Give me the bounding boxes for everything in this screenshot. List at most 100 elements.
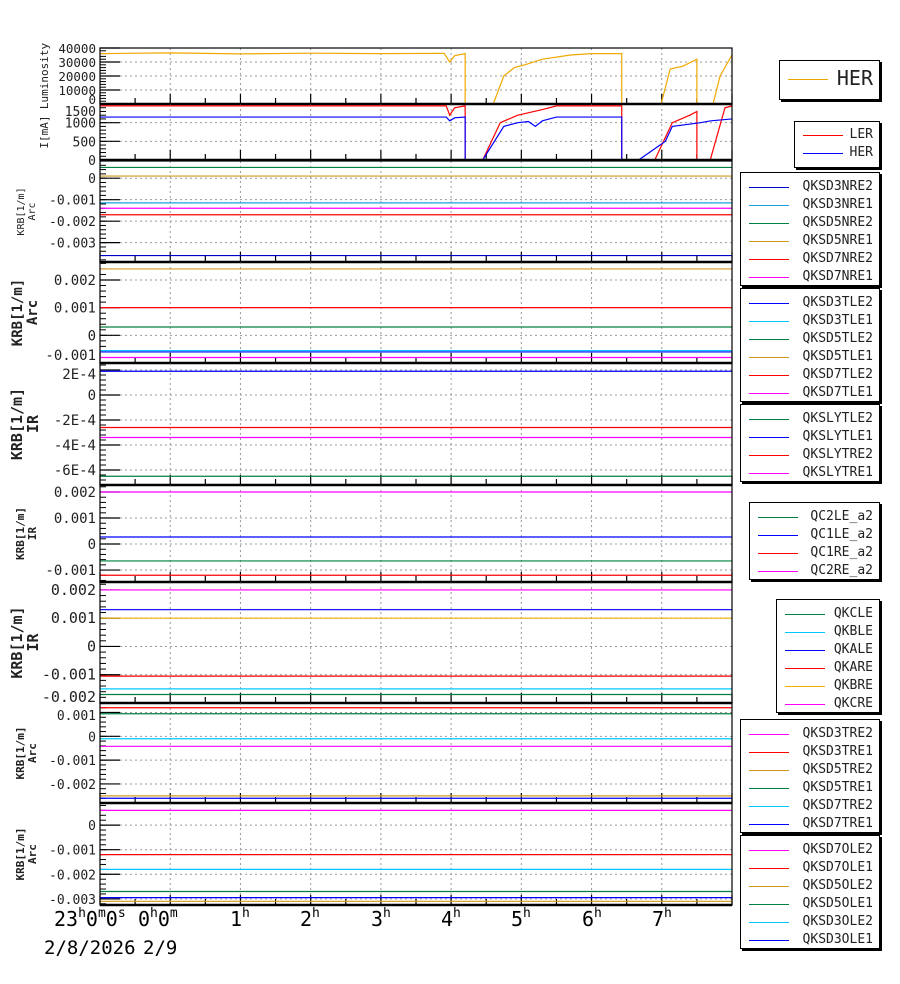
panel-8: 0.001 0 -0.001 -0.002 KRB[1/m]Arc [14,702,733,805]
legend-label: QKSD5NRE1 [802,233,873,248]
legend-swatch [803,153,843,154]
legend-swatch [749,393,789,394]
x-tick-s: 0 [105,907,118,931]
y-tick-label: 0 [88,172,96,187]
legend-item: QKSD5OLE1 [741,896,879,914]
y-axis-label-line: Arc [26,743,39,763]
y-tick-label: 0 [88,537,96,553]
legend-label: QKSD3OLE1 [802,932,873,947]
legend-label: QKSD7NRE2 [802,251,873,266]
y-axis-label-line: KRB[1/m] [14,828,27,881]
x-tick-label: 6h [582,906,602,931]
legend-label: QKSD7TRE1 [802,816,873,831]
y-axis-label: I[mA] [38,115,51,148]
y-tick-label: -2E-4 [54,413,96,429]
y-axis-label: KRB[1/m]Arc [14,727,39,780]
x-tick-unit: h [523,906,531,921]
legend-item: QKSD7TRE1 [741,816,879,834]
x-tick-unit: m [97,906,106,921]
legend-swatch [758,571,798,572]
legend-label: QC2RE_a2 [810,563,873,578]
legend-label: QC2LE_a2 [810,509,873,524]
panel-frame [99,581,733,704]
y-tick-label: 0.002 [51,581,96,599]
y-tick-label: -4E-4 [54,438,96,454]
x-tick-unit: h [664,906,672,921]
legend-item: QKSD3TLE1 [741,313,879,331]
x-tick-m: 0 [157,907,170,931]
legend-label: QKSD3TLE2 [802,295,873,310]
y-tick-label: 0.002 [54,485,96,501]
legend-swatch [785,686,825,687]
legend-item: QC1LE_a2 [750,527,879,545]
legend-swatch [749,187,789,188]
legend-swatch [749,824,789,825]
panel-frame [99,702,733,804]
legend-label: QKSD3TRE1 [802,744,873,759]
legend-label: QKSD3NRE2 [802,179,873,194]
legend-swatch [785,614,825,615]
series-line-her [100,116,733,161]
y-axis-label: KRB[1/m]IR [8,388,42,460]
legend-panel-5: QKSLYTLE2 QKSLYTLE1 QKSLYTRE2 QKSLYTRE1 [740,404,880,482]
legend-item: QKSD5TLE2 [741,331,879,349]
x-tick-unit: h [594,906,602,921]
legend-label: QKSD7TLE1 [802,385,873,400]
y-tick-label: -0.001 [49,754,96,769]
x-tick-h: 5 [511,907,524,931]
legend-item: QKSD7OLE2 [741,842,879,860]
legend-item: QKSD7TLE2 [741,367,879,385]
x-tick-m: 0 [85,907,98,931]
legend-swatch [749,241,789,242]
y-axis-label: KRB[1/m]IR [8,606,42,678]
legend-label: HER [849,145,873,160]
y-tick-label: -0.001 [42,666,96,684]
legend-swatch [758,535,798,536]
legend-label: QC1RE_a2 [810,545,873,560]
y-axis-label-line: Arc [27,202,38,220]
y-axis-label-line: IR [24,633,42,652]
y-tick-label: -0.002 [42,688,96,706]
y-axis-label-line: I[mA] [38,115,51,148]
y-axis-label-line: KRB[1/m] [8,388,26,460]
legend-swatch [749,303,789,304]
y-tick-label: 0.001 [57,709,96,724]
legend-label: QKSLYTRE1 [802,465,873,480]
legend-swatch [749,205,789,206]
y-tick-label: 1500 [65,105,96,120]
legend-swatch [749,375,789,376]
legend-item: HER [780,67,879,89]
legend-item: QKSD3TRE2 [741,726,879,744]
legend-item: QKCRE [777,696,879,714]
legend-swatch [749,357,789,358]
legend-swatch [749,940,789,941]
legend-swatch [749,806,789,807]
legend-panel-8: QKSD3TRE2 QKSD3TRE1 QKSD5TRE2 QKSD5TRE1 QKSD… [740,719,880,833]
legend-swatch [749,922,789,923]
y-axis-label-line: Luminosity [38,43,51,110]
date-label-next: 2/9 [143,937,178,959]
legend-item: QKSD7NRE2 [741,251,879,269]
legend-label: QKBRE [833,678,873,693]
y-axis-label-line: Arc [26,844,39,864]
y-axis-label-line: IR [26,527,39,541]
x-tick-unit: h [242,906,250,921]
legend-item: QKARE [777,660,879,678]
y-tick-label: -0.002 [49,215,96,230]
y-tick-label: 0 [88,328,96,344]
x-tick-unit: h [453,906,461,921]
legend-label: QKSD5TRE1 [802,780,873,795]
x-tick-label: 3h [371,906,391,931]
legend-panel-1: HER [779,60,880,100]
legend-swatch [749,455,789,456]
legend-swatch [749,339,789,340]
y-tick-label: 0 [88,92,96,107]
legend-swatch [785,650,825,651]
legend-item: QKSD3TRE1 [741,744,879,762]
legend-item: QKCLE [777,606,879,624]
legend-swatch [749,277,789,278]
x-tick-h: 23 [54,907,79,931]
